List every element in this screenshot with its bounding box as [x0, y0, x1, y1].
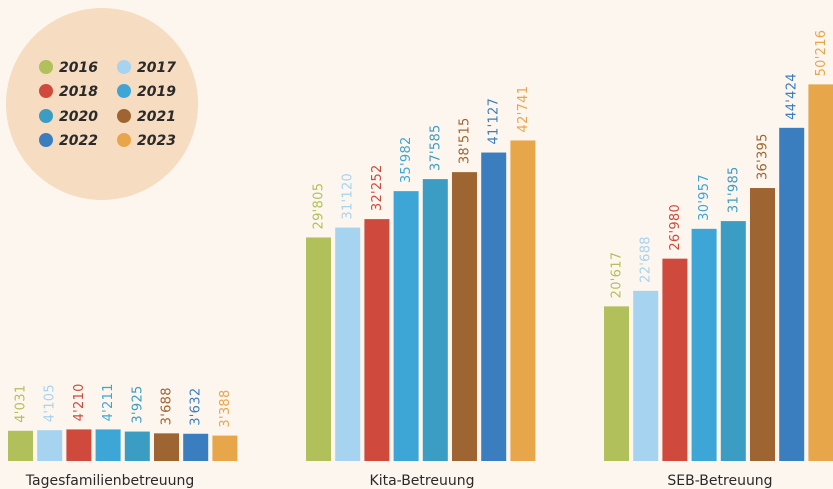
- data-label-seb-betreuung-2022: 44'424: [785, 73, 800, 120]
- bar-kita-betreuung-2020: [422, 179, 448, 462]
- data-label-tagesfamilienbetreuung-2022: 3'632: [189, 388, 204, 426]
- legend-background: [6, 8, 198, 200]
- category-label-seb-betreuung: SEB-Betreuung: [667, 473, 772, 489]
- legend-swatch-2020: [39, 109, 53, 123]
- bar-kita-betreuung-2023: [510, 140, 536, 461]
- bar-seb-betreuung-2017: [633, 290, 659, 461]
- bar-tagesfamilienbetreuung-2017: [37, 430, 63, 461]
- legend-label-2018: 2018: [59, 84, 98, 100]
- data-label-seb-betreuung-2018: 26'980: [668, 204, 683, 251]
- data-label-kita-betreuung-2018: 32'252: [370, 164, 385, 211]
- data-label-kita-betreuung-2021: 38'515: [458, 117, 473, 164]
- bar-seb-betreuung-2018: [662, 258, 688, 461]
- legend-swatch-2021: [117, 109, 131, 123]
- bar-tagesfamilienbetreuung-2020: [124, 431, 150, 461]
- legend-label-2020: 2020: [59, 109, 98, 125]
- data-label-tagesfamilienbetreuung-2020: 3'925: [130, 385, 145, 423]
- data-label-seb-betreuung-2023: 50'216: [814, 30, 829, 77]
- bar-kita-betreuung-2016: [306, 237, 331, 461]
- data-label-kita-betreuung-2022: 41'127: [487, 98, 502, 145]
- legend-swatch-2019: [117, 84, 131, 98]
- bar-kita-betreuung-2021: [452, 172, 477, 461]
- legend-label-2016: 2016: [59, 60, 98, 76]
- legend-label-2023: 2023: [137, 133, 176, 149]
- bar-kita-betreuung-2022: [481, 152, 507, 462]
- data-label-tagesfamilienbetreuung-2016: 4'031: [14, 385, 29, 423]
- legend-label-2019: 2019: [137, 84, 176, 100]
- bar-seb-betreuung-2023: [808, 84, 833, 461]
- legend-swatch-2023: [117, 133, 131, 147]
- bar-kita-betreuung-2018: [364, 219, 390, 461]
- legend-label-2022: 2022: [59, 133, 98, 149]
- category-label-tagesfamilienbetreuung: Tagesfamilienbetreuung: [25, 473, 194, 489]
- legend-swatch-2022: [39, 133, 53, 147]
- bar-tagesfamilienbetreuung-2018: [66, 429, 92, 461]
- bar-seb-betreuung-2016: [604, 306, 629, 461]
- data-label-kita-betreuung-2016: 29'805: [312, 183, 327, 230]
- data-label-tagesfamilienbetreuung-2018: 4'210: [72, 383, 87, 421]
- bar-tagesfamilienbetreuung-2022: [183, 433, 209, 461]
- bar-kita-betreuung-2019: [393, 191, 419, 461]
- data-label-kita-betreuung-2017: 31'120: [341, 173, 356, 220]
- category-label-kita-betreuung: Kita-Betreuung: [370, 473, 475, 489]
- data-label-tagesfamilienbetreuung-2019: 4'211: [101, 383, 116, 421]
- data-label-tagesfamilienbetreuung-2021: 3'688: [160, 387, 175, 425]
- legend-label-2021: 2021: [137, 109, 176, 125]
- bar-seb-betreuung-2020: [720, 221, 746, 461]
- bar-tagesfamilienbetreuung-2021: [154, 433, 179, 461]
- bar-seb-betreuung-2022: [779, 127, 805, 461]
- bar-tagesfamilienbetreuung-2016: [8, 430, 33, 461]
- bar-seb-betreuung-2021: [750, 188, 775, 461]
- data-label-seb-betreuung-2017: 22'688: [639, 236, 654, 283]
- legend: 2016 2017 2018 2019 2020 2021 2022 2023: [6, 8, 198, 200]
- data-label-seb-betreuung-2021: 36'395: [756, 133, 771, 180]
- bar-kita-betreuung-2017: [335, 227, 361, 461]
- bar-seb-betreuung-2019: [691, 228, 717, 461]
- bar-tagesfamilienbetreuung-2019: [95, 429, 121, 461]
- data-label-seb-betreuung-2019: 30'957: [697, 174, 712, 221]
- bar-tagesfamilienbetreuung-2023: [212, 435, 238, 461]
- data-label-kita-betreuung-2020: 37'585: [428, 124, 443, 171]
- data-label-seb-betreuung-2016: 20'617: [610, 252, 625, 299]
- data-label-kita-betreuung-2019: 35'982: [399, 136, 414, 183]
- data-label-tagesfamilienbetreuung-2017: 4'105: [43, 384, 58, 422]
- legend-label-2017: 2017: [137, 60, 176, 76]
- data-label-tagesfamilienbetreuung-2023: 3'388: [218, 389, 233, 427]
- data-label-seb-betreuung-2020: 31'985: [726, 166, 741, 213]
- data-label-kita-betreuung-2023: 42'741: [516, 86, 531, 133]
- legend-swatch-2017: [117, 60, 131, 74]
- legend-swatch-2018: [39, 84, 53, 98]
- legend-swatch-2016: [39, 60, 53, 74]
